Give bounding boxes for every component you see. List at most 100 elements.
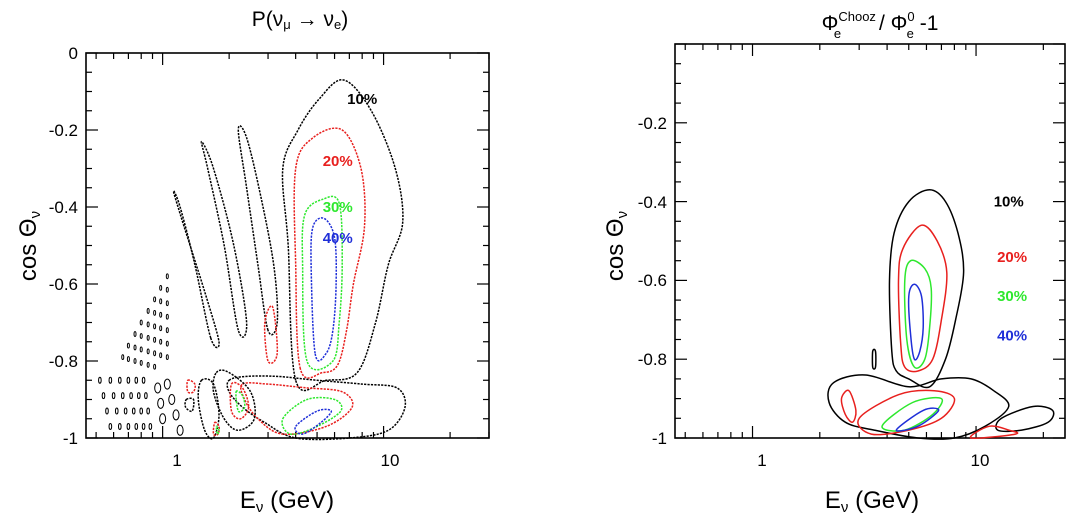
- ripple-64: [159, 413, 167, 425]
- panel-left: P(νμ → νe) 10% 20% 30% 40% 0 -0.2 -0.4 -0.6…: [15, 8, 490, 516]
- ripple-35: [108, 376, 113, 384]
- ripple-54: [126, 422, 131, 430]
- ripple-11: [146, 321, 150, 328]
- ripple-58: [163, 378, 171, 390]
- right-contour-10: [969, 425, 1019, 440]
- ripple-55: [134, 422, 139, 430]
- right-contour-1: [897, 224, 948, 373]
- right-label-20pct: 20%: [997, 249, 1027, 266]
- ripple-28: [165, 286, 169, 293]
- panel-left-ticks: [86, 52, 490, 439]
- ripple-5: [133, 358, 137, 364]
- panel-left-contour-labels: 10% 20% 30% 40%: [323, 91, 377, 247]
- left-contour-17: [215, 425, 220, 435]
- right-contour-3: [907, 283, 925, 361]
- right-label-40pct: 40%: [997, 328, 1027, 345]
- ripple-10: [146, 308, 150, 314]
- ripple-57: [148, 422, 153, 430]
- ripple-53: [117, 422, 122, 430]
- panel-right-ylabel: cos Θν: [602, 211, 631, 281]
- ripple-1: [126, 342, 130, 349]
- left-contour-18: [186, 379, 197, 394]
- ripple-37: [126, 376, 131, 384]
- panel-right-frame: [674, 43, 1066, 439]
- panel-left-xlabel: Eν (GeV): [240, 487, 334, 516]
- panel-left-title: P(νμ → νe): [252, 8, 348, 32]
- panel-right-ytick-0: -0.2: [638, 114, 667, 133]
- right-contour-11: [871, 348, 877, 370]
- ripple-60: [172, 409, 180, 421]
- ripple-36: [117, 376, 122, 384]
- ripple-61: [176, 424, 184, 436]
- ripple-56: [141, 422, 146, 430]
- panel-left-ytick-0: 0: [69, 44, 78, 63]
- left-contour-0: [281, 79, 404, 392]
- ripple-47: [114, 407, 119, 415]
- ripple-63: [157, 397, 165, 409]
- left-label-20pct: 20%: [323, 153, 353, 170]
- panel-left-ytick-3: -0.6: [49, 275, 78, 294]
- ripple-29: [165, 300, 169, 307]
- left-label-10pct: 10%: [347, 91, 377, 108]
- ripple-22: [159, 298, 163, 305]
- left-contour-12: [212, 369, 256, 432]
- ripple-14: [146, 361, 150, 368]
- left-contour-13: [229, 381, 250, 420]
- ripple-21: [159, 284, 163, 291]
- ripple-59: [168, 394, 176, 405]
- ripple-50: [139, 407, 144, 415]
- left-contour-3: [310, 217, 338, 362]
- ripple-16: [153, 309, 157, 316]
- ripple-41: [111, 392, 116, 400]
- right-contour-8: [840, 389, 857, 423]
- panel-right-ytick-3: -0.8: [638, 350, 667, 369]
- left-contour-4: [237, 124, 279, 336]
- ripple-40: [101, 392, 106, 400]
- left-contour-14: [235, 390, 246, 413]
- ripple-45: [144, 392, 148, 400]
- panel-right-ticks: [675, 43, 1065, 439]
- ripple-3: [133, 331, 137, 337]
- left-contour-2: [301, 195, 343, 371]
- right-contour-2: [903, 259, 933, 369]
- panel-left-oscillation-dots: [98, 273, 184, 436]
- panel-left-ylabel: cos Θν: [15, 211, 44, 281]
- panel-left-ytick-2: -0.4: [49, 198, 78, 217]
- ripple-20: [153, 363, 157, 370]
- ripple-32: [165, 340, 169, 347]
- ripple-44: [136, 392, 141, 400]
- panel-right-ytick-2: -0.6: [638, 271, 667, 290]
- ripple-27: [165, 273, 169, 280]
- panel-left-xtick-0: 1: [172, 451, 181, 470]
- left-contour-9: [240, 382, 354, 436]
- ripple-48: [123, 407, 128, 415]
- ripple-4: [133, 344, 137, 351]
- ripple-52: [108, 422, 113, 430]
- ripple-23: [159, 311, 163, 318]
- panel-right-contour-labels: 10% 20% 30% 40%: [994, 194, 1027, 345]
- left-contour-10: [281, 396, 343, 436]
- ripple-18: [153, 336, 157, 343]
- left-contour-11: [294, 408, 333, 435]
- ripple-51: [146, 407, 150, 415]
- left-contour-19: [184, 397, 195, 413]
- ripple-8: [139, 346, 143, 353]
- ripple-26: [159, 352, 163, 359]
- panel-right-xtick-1: 10: [971, 451, 990, 470]
- ripple-39: [141, 376, 146, 384]
- right-contour-6: [881, 396, 944, 432]
- ripple-0: [121, 354, 125, 361]
- ripple-34: [98, 376, 102, 384]
- ripple-62: [154, 382, 162, 394]
- left-label-30pct: 30%: [323, 199, 353, 216]
- panel-left-frame: [85, 52, 490, 439]
- left-contour-15: [197, 378, 220, 440]
- left-label-40pct: 40%: [323, 230, 353, 247]
- ripple-24: [159, 325, 163, 332]
- ripple-15: [153, 296, 157, 303]
- panel-right-xtick-0: 1: [757, 451, 766, 470]
- right-label-30pct: 30%: [997, 288, 1027, 305]
- ripple-42: [120, 392, 125, 400]
- ripple-13: [146, 348, 150, 355]
- ripple-9: [139, 360, 143, 366]
